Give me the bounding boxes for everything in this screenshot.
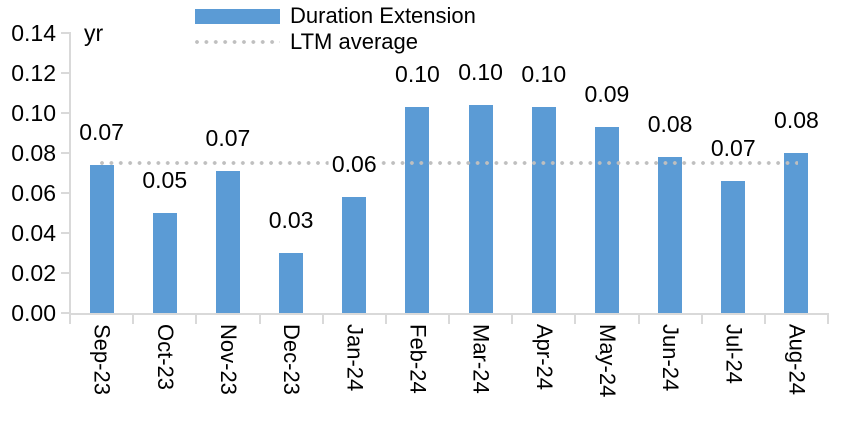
- y-axis-tick-label: 0.02: [11, 260, 56, 286]
- y-axis-tick: [61, 312, 69, 314]
- y-axis-tick-label: 0.00: [11, 300, 56, 326]
- dotted-line-swatch-icon: [195, 40, 280, 44]
- y-axis-unit-label: yr: [84, 20, 104, 46]
- bar: [405, 107, 430, 313]
- y-axis-tick-label: 0.10: [11, 100, 56, 126]
- x-axis-tick: [69, 315, 71, 324]
- x-axis-line: [70, 313, 829, 315]
- legend-item-duration-extension: Duration Extension: [195, 3, 476, 29]
- bar-value-label: 0.07: [707, 135, 759, 161]
- bar-value-label: 0.10: [518, 61, 570, 87]
- x-axis-label: Jun-24: [658, 324, 684, 392]
- bar-value-label: 0.06: [328, 151, 380, 177]
- bar-value-label: 0.09: [581, 81, 633, 107]
- bar: [531, 107, 556, 313]
- x-axis-label: Aug-24: [784, 324, 810, 395]
- x-axis-label: Jan-24: [342, 324, 368, 392]
- x-axis-label: Oct-23: [152, 324, 178, 391]
- bar-value-label: 0.07: [76, 119, 127, 145]
- bar-value-label: 0.03: [265, 207, 317, 233]
- x-axis-tick: [258, 315, 261, 324]
- bar-value-label: 0.10: [455, 59, 506, 85]
- bar-value-label: 0.10: [392, 61, 443, 87]
- y-axis-line: [69, 32, 71, 315]
- y-axis-tick: [61, 112, 69, 114]
- y-axis-tick-label: 0.12: [11, 60, 56, 86]
- x-axis-tick: [321, 315, 324, 324]
- bar: [279, 253, 304, 313]
- bar: [658, 157, 683, 313]
- bar-swatch-icon: [195, 8, 280, 24]
- x-axis-tick: [132, 315, 135, 324]
- y-axis-tick: [61, 32, 69, 34]
- ltm-average-line: [99, 161, 799, 165]
- legend-item-ltm-average: LTM average: [195, 29, 476, 55]
- x-axis-tick: [700, 315, 703, 324]
- bar: [468, 105, 493, 313]
- y-axis-tick-label: 0.04: [11, 220, 56, 246]
- y-axis-tick: [61, 232, 69, 234]
- bar-value-label: 0.08: [771, 107, 822, 133]
- x-axis-label: Dec-23: [279, 324, 305, 395]
- x-axis-label: May-24: [594, 324, 620, 398]
- x-axis-tick: [827, 315, 829, 324]
- y-axis-tick: [61, 152, 69, 154]
- bar: [89, 165, 114, 313]
- bar: [215, 171, 240, 313]
- x-axis-label: Jul-24: [721, 324, 747, 384]
- bar: [594, 127, 619, 313]
- y-axis-tick: [61, 192, 69, 194]
- y-axis-tick: [61, 72, 69, 74]
- bar: [152, 213, 177, 313]
- bar: [721, 181, 746, 313]
- x-axis-tick: [448, 315, 450, 324]
- x-axis-tick: [195, 315, 198, 324]
- x-axis-label: Feb-24: [405, 324, 431, 394]
- x-axis-label: Apr-24: [531, 324, 557, 391]
- x-axis-label: Mar-24: [468, 324, 494, 394]
- x-axis-label: Nov-23: [215, 324, 241, 395]
- bar-value-label: 0.07: [202, 125, 254, 151]
- y-axis-tick-label: 0.14: [11, 20, 56, 46]
- bar-value-label: 0.05: [139, 167, 191, 193]
- bar: [342, 197, 367, 313]
- bar-value-label: 0.08: [644, 111, 696, 137]
- bar: [784, 153, 809, 313]
- x-axis-tick: [511, 315, 514, 324]
- y-axis-tick: [61, 272, 69, 274]
- y-axis-tick-label: 0.06: [11, 180, 56, 206]
- legend-label-ltm-average: LTM average: [290, 29, 418, 54]
- x-axis-tick: [384, 315, 387, 324]
- legend-label-duration-extension: Duration Extension: [290, 3, 476, 28]
- x-axis-tick: [763, 315, 766, 324]
- legend: Duration Extension LTM average: [195, 3, 476, 55]
- y-axis-tick-label: 0.08: [11, 140, 56, 166]
- x-axis-label: Sep-23: [89, 324, 115, 395]
- x-axis-tick: [574, 315, 577, 324]
- x-axis-tick: [637, 315, 640, 324]
